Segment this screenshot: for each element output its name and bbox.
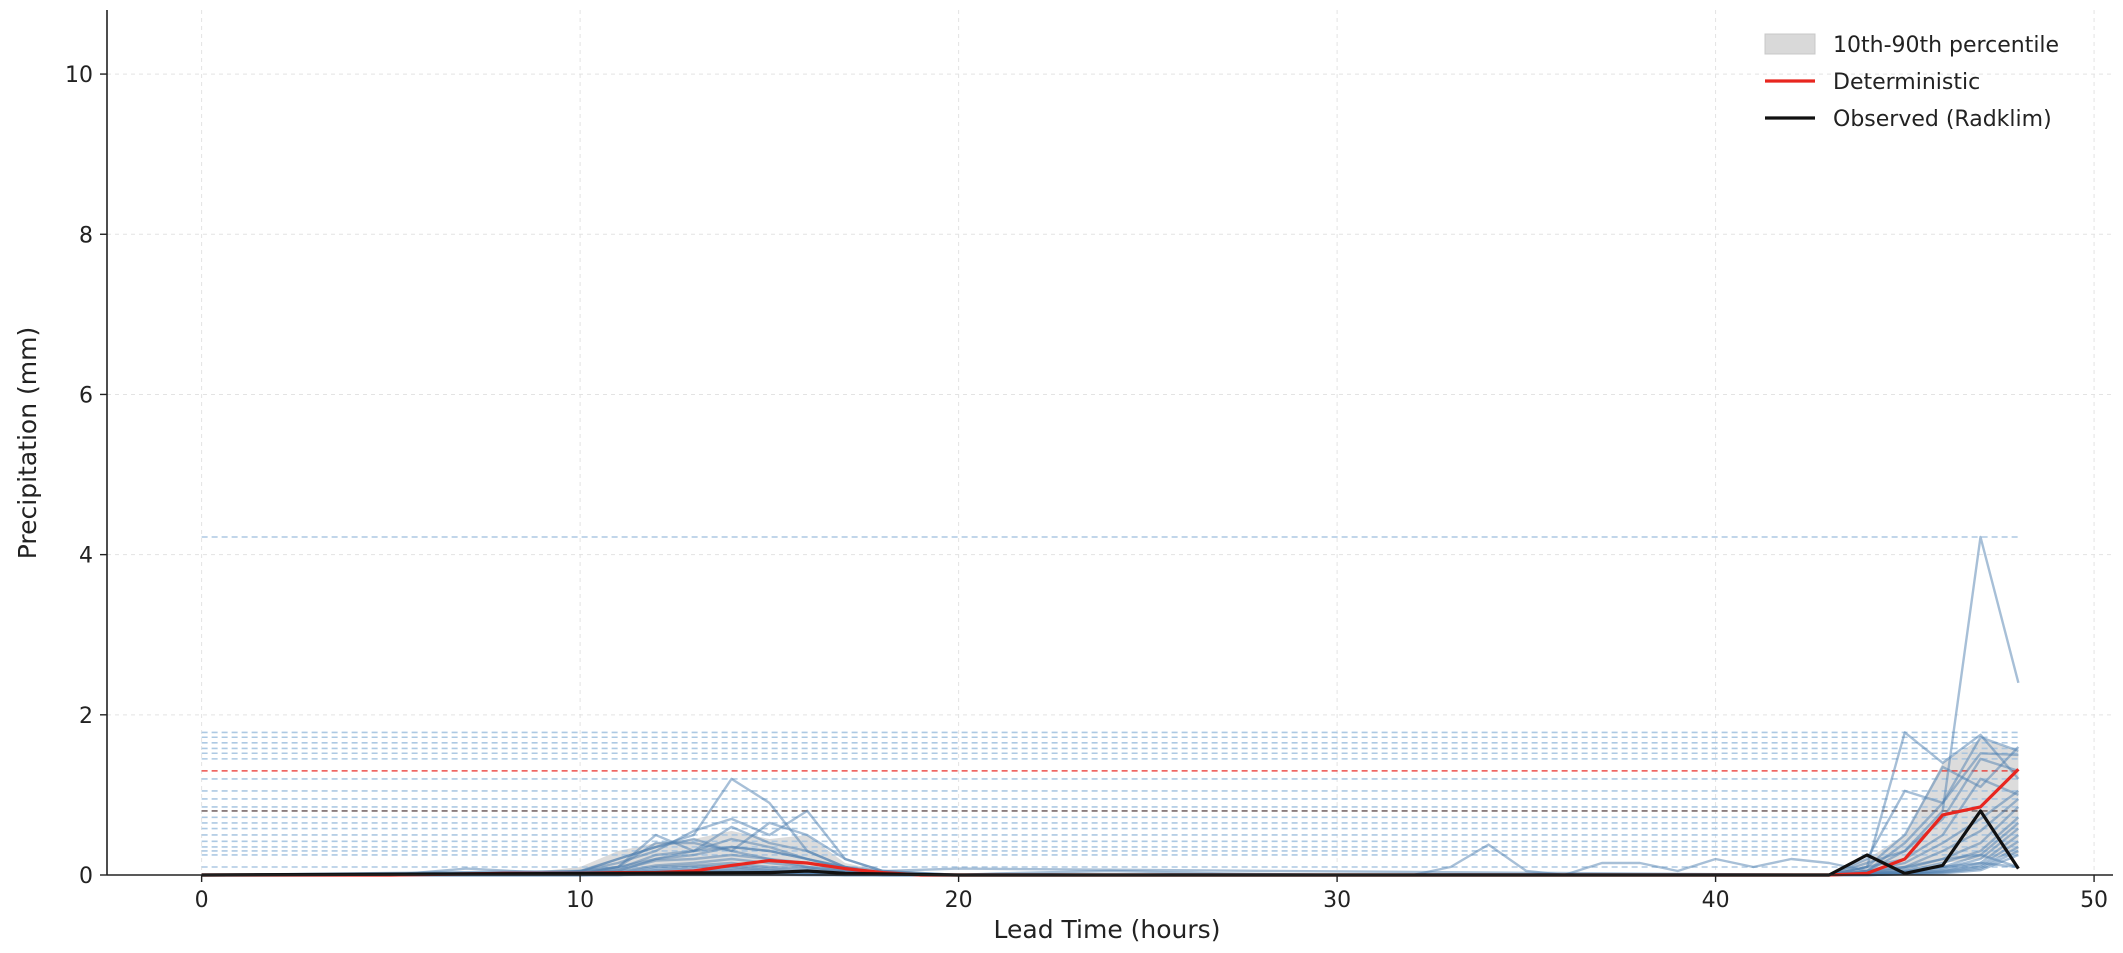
ensemble-member-line — [201, 752, 2019, 877]
legend: 10th-90th percentile Deterministic Observe… — [1764, 33, 2059, 132]
ensemble-members-layer — [201, 535, 2020, 877]
legend-label: Deterministic — [1833, 70, 1980, 95]
y-tick-label: 10 — [65, 63, 93, 88]
y-tick-label: 6 — [79, 383, 93, 408]
grid-lines — [107, 10, 2113, 876]
ensemble-member-line — [201, 535, 2020, 877]
y-tick-label: 0 — [79, 864, 93, 889]
y-tick-label: 4 — [79, 544, 93, 569]
axes — [106, 10, 2113, 876]
ensemble-member-line — [201, 789, 2020, 877]
x-tick-label: 30 — [1323, 888, 1351, 913]
x-axis-label: Lead Time (hours) — [994, 915, 1221, 944]
legend-swatch-band — [1764, 33, 1816, 55]
ensemble-member-line — [201, 777, 2019, 877]
legend-label: 10th-90th percentile — [1833, 33, 2059, 58]
x-tick-label: 20 — [945, 888, 973, 913]
y-axis-label: Precipitation (mm) — [13, 327, 42, 559]
tick-labels: 0 10 20 30 40 50 0 2 4 6 8 10 — [65, 63, 2108, 913]
series-max-lines — [201, 536, 2019, 868]
legend-label: Observed (Radklim) — [1833, 107, 2052, 132]
x-tick-label: 10 — [566, 888, 594, 913]
y-tick-label: 2 — [79, 704, 93, 729]
y-tick-label: 8 — [79, 223, 93, 248]
x-tick-label: 40 — [1702, 888, 1730, 913]
x-tick-label: 50 — [2080, 888, 2108, 913]
x-tick-label: 0 — [195, 888, 209, 913]
